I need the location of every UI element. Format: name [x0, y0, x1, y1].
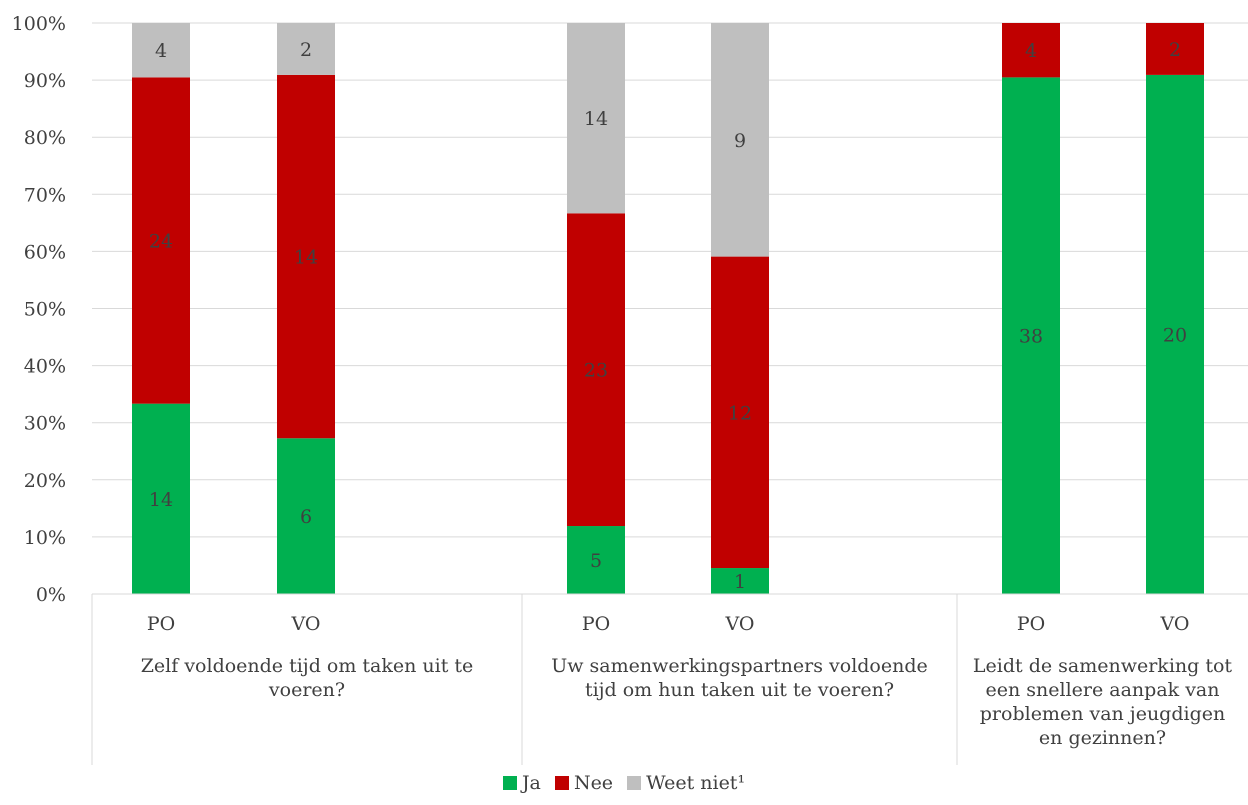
bars	[132, 23, 1204, 595]
bar-segment-ja	[1002, 77, 1060, 594]
legend-swatch-ja	[502, 776, 517, 790]
bar-segment-ja	[567, 526, 625, 594]
bar-segment-nee	[567, 213, 625, 527]
data-label: 6	[300, 506, 312, 528]
data-label: 14	[149, 489, 173, 511]
bar-segment-ja	[277, 438, 335, 594]
y-tick-label: 50%	[24, 299, 66, 321]
data-label: 5	[590, 550, 602, 572]
bar-segment-nee	[277, 74, 335, 439]
bar-segment-ja	[711, 568, 769, 594]
data-label: 20	[1163, 324, 1187, 346]
data-label: 4	[1025, 40, 1037, 62]
category-label: VO	[291, 613, 321, 635]
bar-segment-nee	[711, 256, 769, 569]
bar-segment-ja	[132, 403, 190, 594]
y-tick-label: 10%	[24, 527, 66, 549]
category-label: PO	[1017, 613, 1045, 635]
data-label: 12	[728, 402, 752, 424]
data-label: 4	[155, 40, 167, 62]
y-tick-label: 90%	[24, 70, 66, 92]
group-label-1: Zelf voldoende tijd om taken uit te voer…	[92, 654, 522, 702]
group-label-3-line-3: problemen van jeugdigen	[979, 703, 1226, 725]
legend-swatch-weet-niet	[627, 776, 642, 790]
data-labels: 14 24 4 6 14 2 5 23 14 1 12 9 38 4 20 2	[149, 39, 1187, 593]
group-label-2-line-1: Uw samenwerkingspartners voldoende	[551, 655, 928, 677]
y-tick-label: 30%	[24, 413, 66, 435]
y-tick-label: 0%	[36, 584, 66, 606]
data-label: 14	[294, 247, 318, 269]
gridlines	[92, 22, 1248, 595]
bar-segment-nee	[1002, 23, 1060, 78]
y-tick-label: 100%	[12, 13, 66, 35]
category-axis: PO VO PO VO PO VO	[91, 593, 1248, 765]
group-label-3-line-1: Leidt de samenwerking tot	[972, 655, 1233, 677]
group-label-2-line-2: tijd om hun taken uit te voeren?	[584, 679, 895, 701]
category-label: PO	[582, 613, 610, 635]
bar-segment-ja	[1146, 74, 1204, 595]
bar-segment-weetniet	[711, 23, 769, 257]
y-tick-label: 80%	[24, 127, 66, 149]
data-label: 14	[584, 108, 608, 130]
category-label: VO	[1160, 613, 1190, 635]
y-axis-ticks: 0% 10% 20% 30% 40% 50% 60% 70% 80% 90% 100%	[12, 13, 66, 606]
bar-segment-nee	[132, 77, 190, 404]
bar-segment-weetniet	[277, 23, 335, 75]
y-tick-label: 60%	[24, 241, 66, 263]
legend-item-weet-niet[interactable]: Weet niet¹	[627, 772, 745, 794]
category-label: VO	[725, 613, 755, 635]
group-label-1-line-1: Zelf voldoende tijd om taken uit te	[140, 655, 474, 677]
y-tick-label: 20%	[24, 470, 66, 492]
bar-segment-weetniet	[567, 23, 625, 214]
group-label-1-line-2: voeren?	[268, 679, 346, 701]
data-label: 2	[300, 39, 312, 61]
bar-segment-nee	[1146, 23, 1204, 75]
legend-label-weet-niet: Weet niet¹	[646, 772, 746, 794]
group-label-3-line-4: en gezinnen?	[1038, 727, 1167, 749]
legend-label-nee: Nee	[573, 772, 614, 794]
data-label: 23	[584, 360, 608, 382]
y-tick-label: 70%	[24, 184, 66, 206]
legend-item-nee[interactable]: Nee	[554, 772, 614, 794]
legend-label-ja: Ja	[521, 772, 541, 794]
data-label: 24	[149, 231, 173, 253]
data-label: 1	[734, 571, 746, 593]
data-label: 9	[734, 130, 746, 152]
group-label-3: Leidt de samenwerking tot een snellere a…	[957, 654, 1248, 750]
legend: Ja Nee Weet niet¹	[0, 772, 1248, 795]
legend-swatch-nee	[554, 776, 569, 790]
category-label: PO	[147, 613, 175, 635]
legend-item-ja[interactable]: Ja	[502, 772, 541, 794]
group-label-3-line-2: een snellere aanpak van	[985, 679, 1220, 701]
group-label-2: Uw samenwerkingspartners voldoende tijd …	[522, 654, 957, 702]
y-tick-label: 40%	[24, 356, 66, 378]
data-label: 38	[1019, 326, 1043, 348]
bar-segment-weetniet	[132, 23, 190, 78]
data-label: 2	[1169, 39, 1181, 61]
